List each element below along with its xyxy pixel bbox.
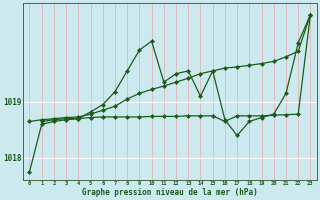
X-axis label: Graphe pression niveau de la mer (hPa): Graphe pression niveau de la mer (hPa) (82, 188, 258, 197)
